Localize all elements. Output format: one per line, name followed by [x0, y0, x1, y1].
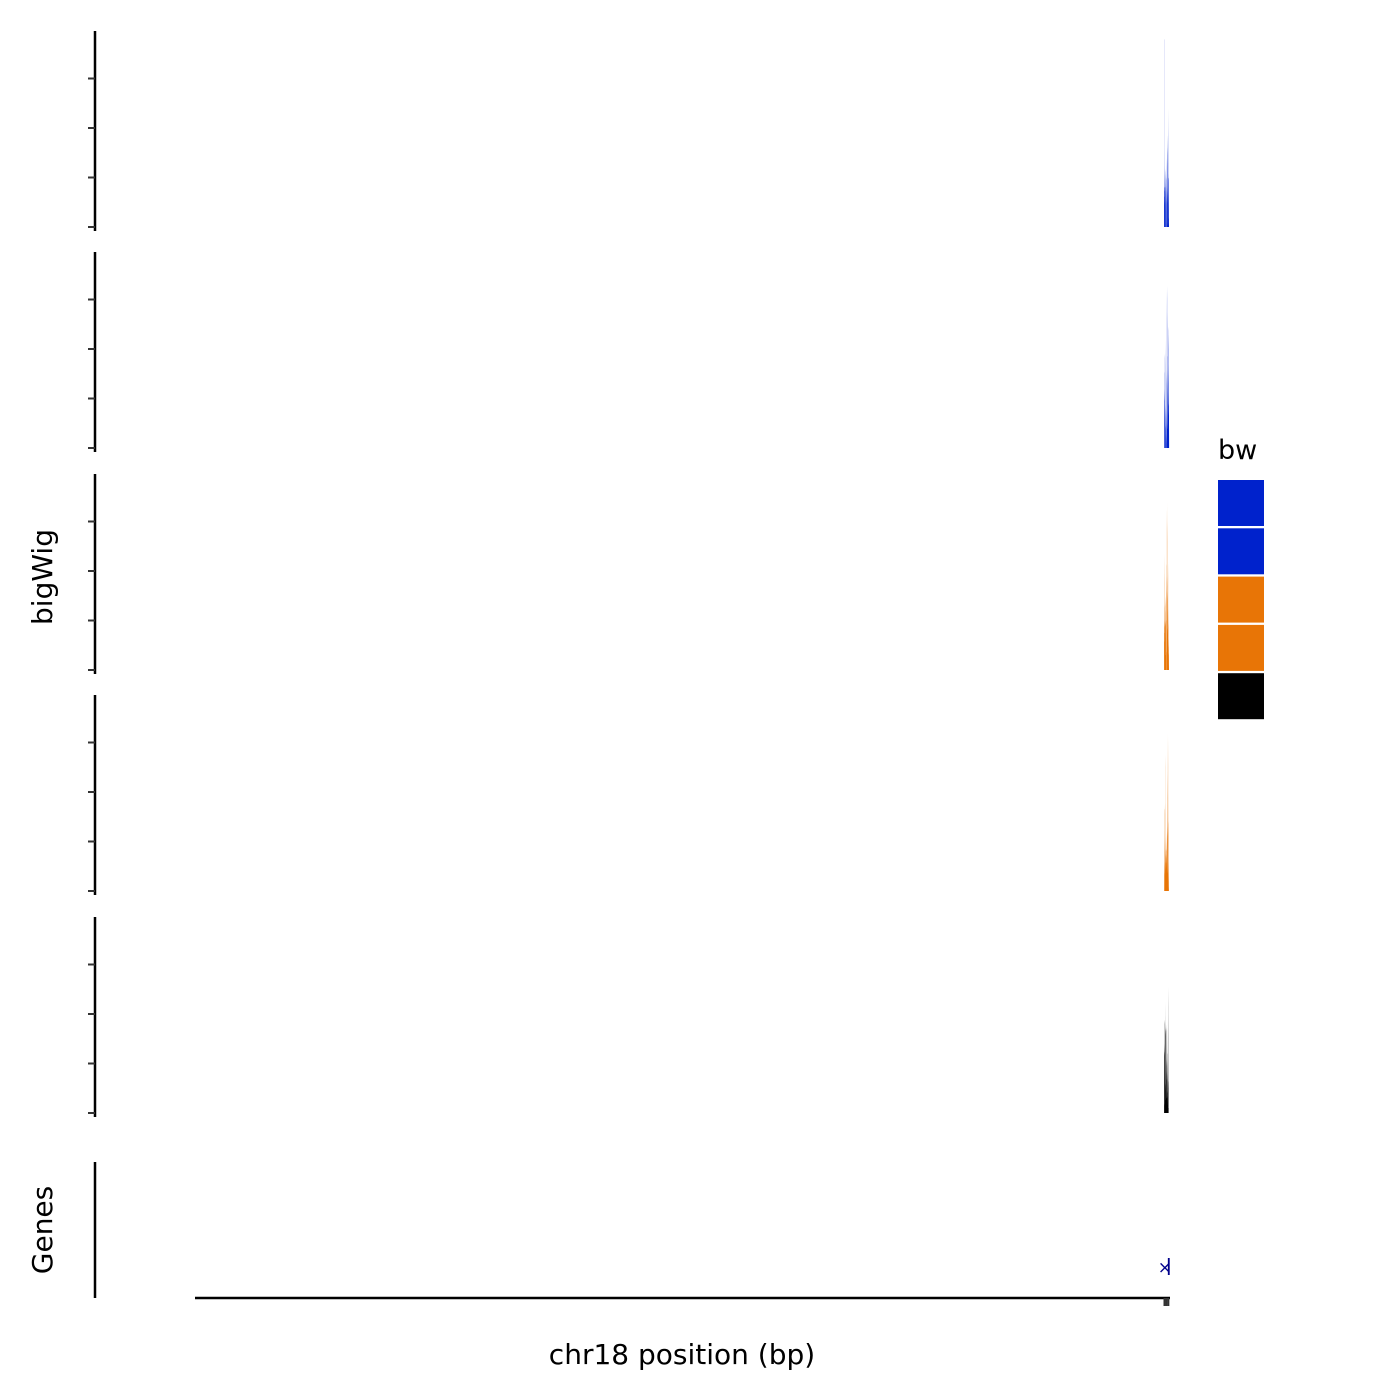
signal-area	[1165, 334, 1167, 448]
legend-title: bw	[1218, 435, 1257, 466]
legend-swatch	[1218, 624, 1264, 671]
track-panel-e17-2	[88, 695, 1169, 895]
strand-marker-icon: ×	[1158, 1258, 1172, 1278]
signal-area	[1164, 801, 1165, 891]
gene-body	[1167, 1258, 1170, 1275]
track-panel-e14-2	[88, 252, 1170, 452]
signal-area	[1164, 732, 1169, 891]
signal-area	[1168, 736, 1169, 891]
legend-swatch	[1218, 576, 1264, 623]
gene-features: ×	[1158, 1258, 1172, 1278]
signal-area	[1166, 484, 1169, 670]
legend-swatch	[1218, 480, 1264, 526]
track-panel-input	[88, 917, 1169, 1117]
signal-area	[1165, 147, 1167, 227]
track-panel-e17-1	[88, 474, 1169, 674]
signal-area	[1166, 285, 1170, 448]
legend: bw	[1218, 435, 1264, 720]
x-axis-title: chr18 position (bp)	[549, 1338, 815, 1371]
legend-swatch	[1218, 528, 1264, 575]
signal-area	[1164, 976, 1169, 1113]
signal-area	[1164, 38, 1166, 228]
y-axis-title: bigWig	[26, 529, 59, 625]
track-panel-e14-1	[88, 31, 1169, 231]
signal-area	[1164, 353, 1165, 448]
x-axis: chr18 position (bp)	[195, 1296, 1170, 1371]
x-ticks	[1163, 1298, 1170, 1306]
genes-axis-title: Genes	[26, 1186, 59, 1274]
signal-area	[1164, 553, 1167, 670]
legend-items	[1218, 480, 1264, 720]
track-panels	[88, 31, 1170, 1117]
legend-swatch	[1218, 673, 1264, 720]
signal-area	[1166, 105, 1169, 227]
genes-track: Genes ×	[26, 1162, 1172, 1298]
